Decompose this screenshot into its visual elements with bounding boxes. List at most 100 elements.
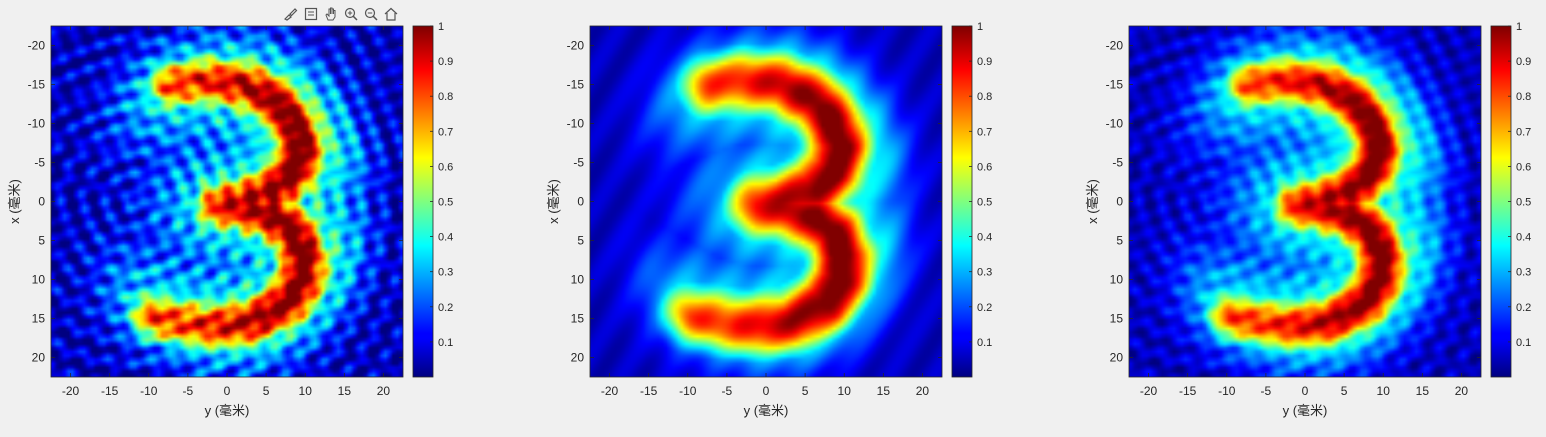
x-tick-label: 0 (763, 384, 770, 398)
colorbar-tick-label: 0.9 (438, 56, 453, 68)
heatmap-panel-1: -20 -15 -10 -5 0 5 10 15 20 -20 -15 -10 -5 0 5 10 15 20 y … (7, 21, 453, 418)
y-tick-label: 0 (577, 195, 584, 209)
x-tick-label: 10 (838, 384, 852, 398)
y-tick-label: -20 (28, 39, 46, 53)
y-tick-label: 10 (1110, 273, 1124, 287)
colorbar-tick-label: 0.5 (1516, 197, 1531, 209)
colorbar-tick-label: 0.2 (977, 302, 992, 314)
x-tick-label: 5 (802, 384, 809, 398)
x-tick-label: -15 (640, 384, 658, 398)
colorbar-tick-label: 0.9 (1516, 56, 1531, 68)
y-axis-label: x (毫米) (546, 179, 561, 224)
y-tick-label: 0 (1116, 195, 1123, 209)
heatmap-image[interactable] (590, 26, 942, 377)
y-tick-label: 15 (1110, 312, 1124, 326)
colorbar-tick-label: 0.3 (1516, 267, 1531, 279)
heatmap-panel-3: -20 -15 -10 -5 0 5 10 15 20 -20 -15 -10 -5 0 5 10 15 20 y … (1085, 21, 1531, 418)
x-tick-label: 0 (224, 384, 231, 398)
colorbar-tick-label: 0.5 (438, 197, 453, 209)
y-tick-label: -15 (567, 78, 585, 92)
x-axis-label: y (毫米) (1283, 403, 1328, 418)
x-tick-label: -20 (62, 384, 80, 398)
colorbar-tick-label: 0.7 (977, 126, 992, 138)
x-tick-label: -20 (601, 384, 619, 398)
y-tick-label: -15 (28, 78, 46, 92)
x-tick-label: -10 (1218, 384, 1236, 398)
heatmap-image[interactable] (1129, 26, 1481, 377)
x-tick-label: -5 (1261, 384, 1272, 398)
x-tick-label: 10 (1377, 384, 1391, 398)
pan-hand-icon[interactable] (322, 5, 340, 23)
colorbar-tick-label: 0.5 (977, 197, 992, 209)
colorbar-tick-label: 0.1 (438, 337, 453, 349)
colorbar-tick-label: 0.2 (438, 302, 453, 314)
x-tick-label: -15 (1179, 384, 1197, 398)
x-tick-label: -10 (140, 384, 158, 398)
figure-toolbar (282, 4, 400, 24)
x-tick-label: 0 (1302, 384, 1309, 398)
colorbar-tick-label: 0.8 (438, 91, 453, 103)
x-tick-label: 20 (1455, 384, 1469, 398)
y-tick-label: -5 (34, 156, 45, 170)
heatmap-image[interactable] (51, 26, 403, 377)
x-tick-label: 5 (263, 384, 270, 398)
home-icon[interactable] (382, 5, 400, 23)
x-tick-label: -5 (183, 384, 194, 398)
y-axis-label: x (毫米) (1085, 179, 1100, 224)
y-tick-label: 5 (577, 234, 584, 248)
x-tick-label: 5 (1341, 384, 1348, 398)
x-tick-label: 10 (299, 384, 313, 398)
x-tick-label: 15 (877, 384, 891, 398)
y-tick-label: 10 (32, 273, 46, 287)
x-tick-label: 15 (1416, 384, 1430, 398)
y-tick-label: -5 (1112, 156, 1123, 170)
x-tick-label: -5 (722, 384, 733, 398)
x-tick-label: -20 (1140, 384, 1158, 398)
zoom-in-icon[interactable] (342, 5, 360, 23)
y-tick-label: 10 (571, 273, 585, 287)
datatip-icon[interactable] (302, 5, 320, 23)
x-axis-label: y (毫米) (744, 403, 789, 418)
colorbar-tick-label: 0.6 (1516, 161, 1531, 173)
colorbar-tick-label: 0.3 (977, 267, 992, 279)
colorbar-tick-label: 0.1 (1516, 337, 1531, 349)
colorbar-tick-label: 0.8 (977, 91, 992, 103)
x-tick-label: -10 (679, 384, 697, 398)
y-tick-label: -10 (567, 117, 585, 131)
colorbar-tick-label: 1 (977, 21, 983, 33)
y-tick-label: 5 (38, 234, 45, 248)
colorbar-tick-label: 0.8 (1516, 91, 1531, 103)
colorbar-tick-label: 0.1 (977, 337, 992, 349)
colorbar-tick-label: 0.4 (977, 232, 992, 244)
x-tick-label: 20 (916, 384, 930, 398)
colorbar-tick-label: 1 (1516, 21, 1522, 33)
y-tick-label: 5 (1116, 234, 1123, 248)
colorbar-tick-label: 0.9 (977, 56, 992, 68)
y-tick-label: -5 (573, 156, 584, 170)
colorbar-tick-label: 0.2 (1516, 302, 1531, 314)
colorbar-tick-label: 0.4 (1516, 232, 1531, 244)
y-tick-label: 20 (1110, 351, 1124, 365)
colorbar-tick-label: 0.7 (1516, 126, 1531, 138)
y-tick-label: -10 (1106, 117, 1124, 131)
x-tick-label: 15 (338, 384, 352, 398)
y-tick-label: -10 (28, 117, 46, 131)
x-tick-label: 20 (377, 384, 391, 398)
y-tick-label: 20 (32, 351, 46, 365)
zoom-out-icon[interactable] (362, 5, 380, 23)
colorbar-tick-label: 0.6 (438, 161, 453, 173)
y-axis-label: x (毫米) (7, 179, 22, 224)
heatmap-panel-2: -20 -15 -10 -5 0 5 10 15 20 -20 -15 -10 -5 0 5 10 15 20 y … (546, 21, 992, 418)
colorbar-tick-label: 1 (438, 21, 444, 33)
colorbar-tick-label: 0.4 (438, 232, 453, 244)
colorbar-tick-label: 0.6 (977, 161, 992, 173)
y-tick-label: -20 (1106, 39, 1124, 53)
y-tick-label: -15 (1106, 78, 1124, 92)
x-axis-label: y (毫米) (205, 403, 250, 418)
x-tick-label: -15 (101, 384, 119, 398)
y-tick-label: 15 (32, 312, 46, 326)
brush-icon[interactable] (282, 5, 300, 23)
y-tick-label: 15 (571, 312, 585, 326)
y-tick-label: -20 (567, 39, 585, 53)
